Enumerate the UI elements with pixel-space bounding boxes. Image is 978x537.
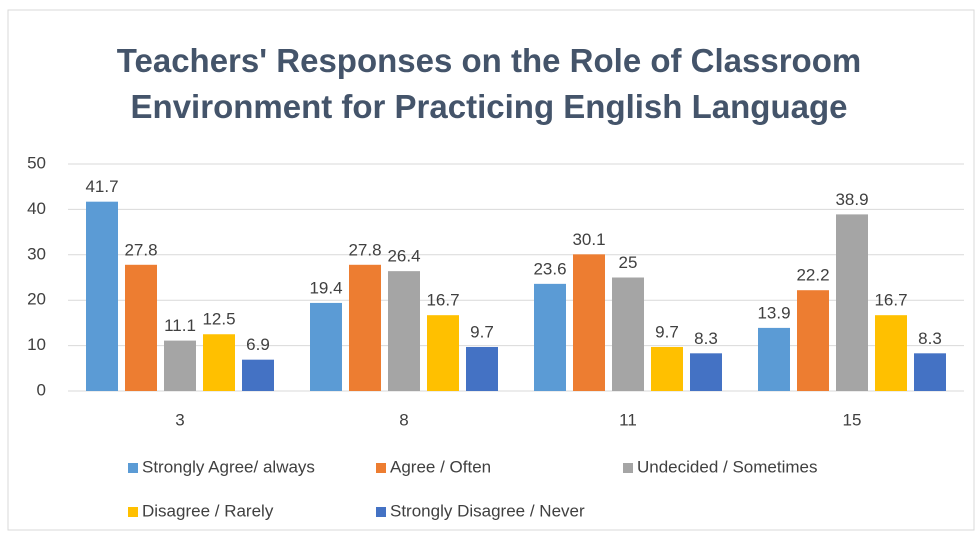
- data-label: 13.9: [757, 303, 790, 322]
- x-tick-label: 3: [175, 410, 184, 429]
- data-label: 16.7: [426, 291, 459, 310]
- bar: [797, 290, 829, 391]
- bar: [914, 353, 946, 391]
- data-label: 23.6: [533, 259, 566, 278]
- data-label: 16.7: [874, 291, 907, 310]
- data-label: 41.7: [85, 177, 118, 196]
- chart-border: [7, 9, 975, 531]
- data-label: 27.8: [124, 240, 157, 259]
- legend-label: Agree / Often: [390, 457, 491, 476]
- data-label: 9.7: [470, 322, 494, 341]
- legend-swatch: [128, 507, 138, 517]
- y-tick-label: 40: [27, 199, 46, 218]
- legend-swatch: [623, 463, 633, 473]
- legend-swatch: [376, 463, 386, 473]
- bar: [242, 359, 274, 391]
- legend-label: Strongly Agree/ always: [142, 457, 315, 476]
- legend-swatch: [128, 463, 138, 473]
- x-tick-label: 8: [399, 410, 408, 429]
- bar: [612, 277, 644, 391]
- legend-swatch: [376, 507, 386, 517]
- data-label: 11.1: [164, 316, 196, 335]
- bar: [836, 214, 868, 391]
- bar: [651, 346, 683, 391]
- bar: [388, 271, 420, 391]
- data-label: 19.4: [309, 278, 342, 297]
- bar: [310, 302, 342, 391]
- data-label: 25: [619, 253, 638, 272]
- data-label: 8.3: [694, 329, 718, 348]
- data-label: 9.7: [655, 322, 679, 341]
- legend-label: Strongly Disagree / Never: [390, 501, 585, 520]
- bar: [534, 283, 566, 391]
- bar: [203, 334, 235, 391]
- data-label: 26.4: [387, 247, 420, 266]
- y-tick-label: 10: [27, 335, 46, 354]
- data-label: 38.9: [835, 190, 868, 209]
- legend-label: Disagree / Rarely: [142, 501, 274, 520]
- y-tick-label: 0: [37, 380, 46, 399]
- bar: [125, 264, 157, 391]
- y-tick-label: 50: [27, 153, 46, 172]
- bar: [86, 201, 118, 391]
- y-tick-label: 20: [27, 290, 46, 309]
- bar: [573, 254, 605, 391]
- bar: [690, 353, 722, 391]
- bar: [164, 340, 196, 391]
- y-tick-label: 30: [27, 244, 46, 263]
- data-label: 27.8: [348, 240, 381, 259]
- bar: [427, 315, 459, 391]
- x-tick-label: 11: [619, 410, 637, 429]
- bar: [875, 315, 907, 391]
- bar: [349, 264, 381, 391]
- x-tick-label: 15: [843, 410, 862, 429]
- data-label: 30.1: [572, 230, 605, 249]
- chart-title: Teachers' Responses on the Role of Class…: [116, 42, 862, 125]
- data-label: 12.5: [202, 310, 235, 329]
- bar: [466, 346, 498, 391]
- bar: [758, 327, 790, 391]
- data-label: 22.2: [796, 266, 829, 285]
- data-label: 6.9: [246, 335, 270, 354]
- legend-label: Undecided / Sometimes: [637, 457, 817, 476]
- data-label: 8.3: [918, 329, 942, 348]
